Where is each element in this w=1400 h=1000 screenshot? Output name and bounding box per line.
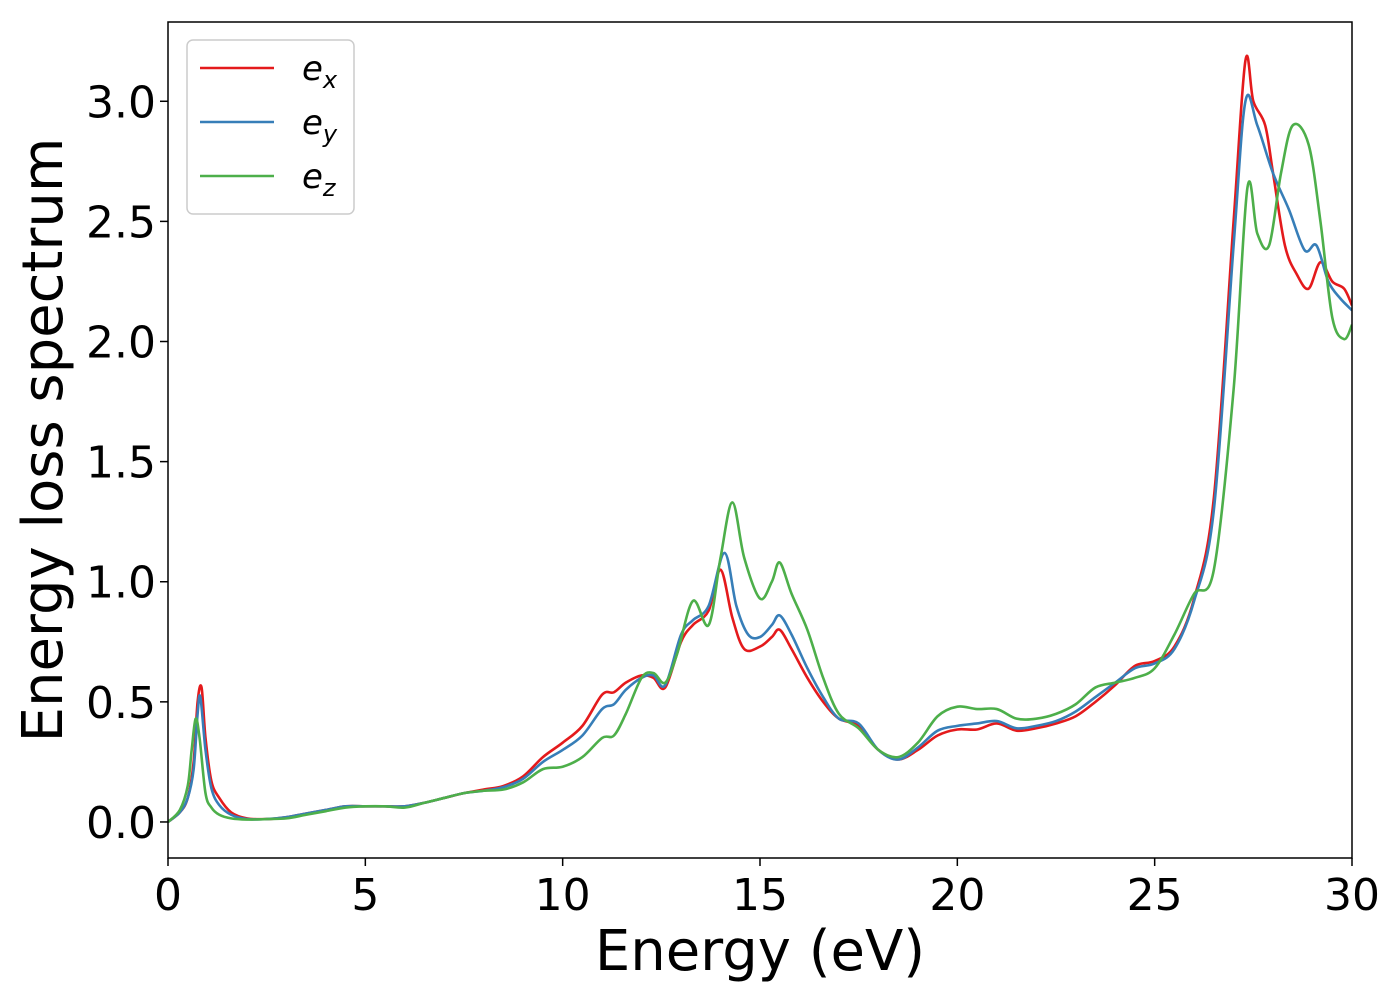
x-tick-label: 30 <box>1324 870 1380 921</box>
x-tick-label: 10 <box>535 870 591 921</box>
series-layer <box>168 54 1352 824</box>
x-tick-label: 15 <box>732 870 788 921</box>
y-tick-label: 1.5 <box>86 438 156 489</box>
y-tick-label: 3.0 <box>86 77 156 128</box>
x-tick-label: 20 <box>929 870 985 921</box>
x-tick-label: 5 <box>351 870 379 921</box>
y-axis-label: Energy loss spectrum <box>11 138 76 743</box>
x-tick-label: 25 <box>1127 870 1183 921</box>
legend-box <box>186 39 355 215</box>
series-line-e-z <box>168 122 1352 823</box>
legend-label-x: ex <box>302 49 338 94</box>
x-tick-label: 0 <box>154 870 182 921</box>
y-tick-label: 0.0 <box>86 798 156 849</box>
y-tick-label: 1.0 <box>86 558 156 609</box>
legend-label-y: ey <box>302 103 338 148</box>
y-tick-label: 2.5 <box>86 197 156 248</box>
y-tick-label: 0.5 <box>86 678 156 729</box>
legend: ex ey ez <box>186 39 355 215</box>
x-axis-label: Energy (eV) <box>595 919 925 984</box>
legend-label-z: ez <box>302 157 337 202</box>
y-tick-label: 2.0 <box>86 318 156 369</box>
ticks-layer: 0 5 10 15 20 25 30 0.0 0.5 1.0 1.5 2.0 2.5 3.0 <box>86 77 1380 921</box>
